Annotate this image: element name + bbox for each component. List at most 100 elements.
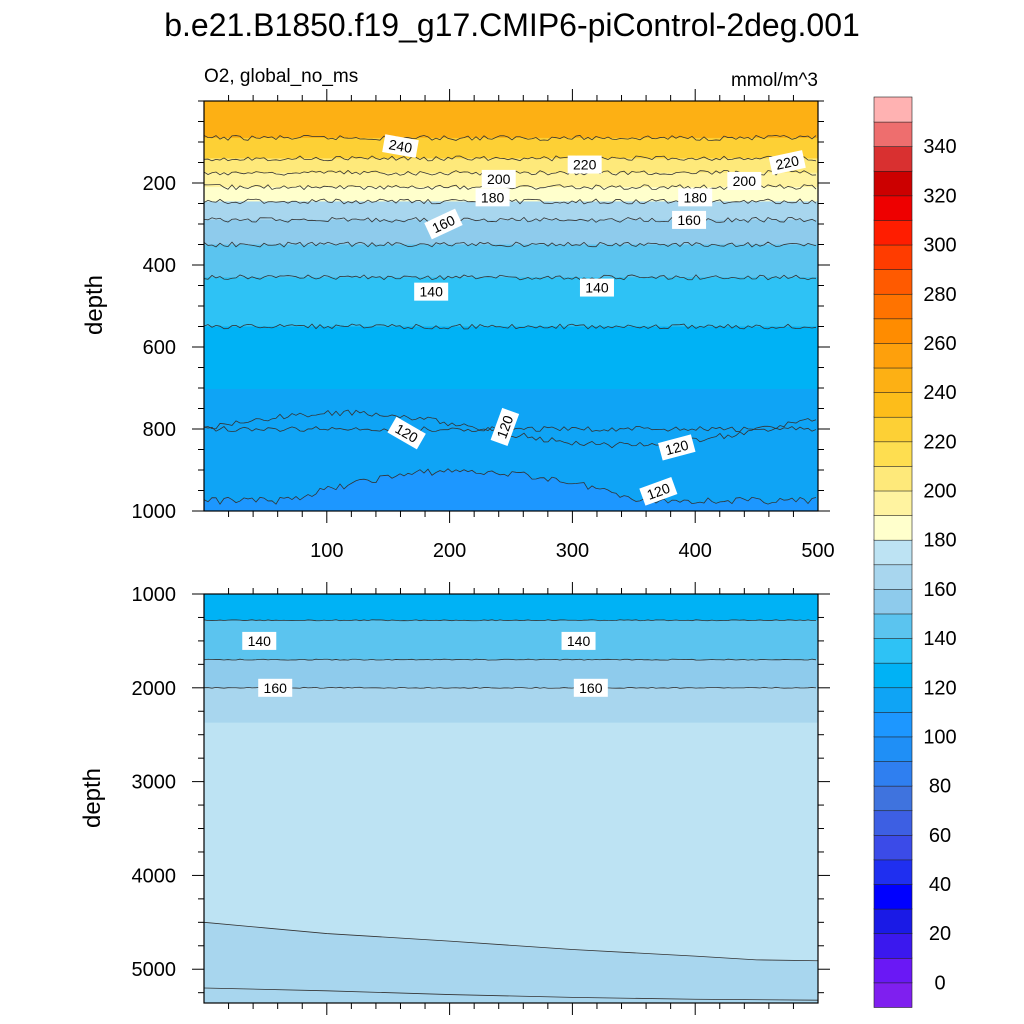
- colorbar-tick-label: 300: [923, 235, 956, 257]
- colorbar-tick-label: 340: [923, 136, 956, 158]
- colorbar-swatch: [873, 121, 913, 147]
- contour-label-text: 140: [585, 280, 609, 296]
- contour-label-text: 220: [774, 152, 800, 173]
- deep-low-o2-region: [204, 468, 818, 511]
- colorbar-swatch: [873, 686, 913, 713]
- colorbar-swatch: [873, 318, 913, 344]
- variable-subtitle: O2, global_no_ms: [204, 66, 358, 87]
- contour-label-box: [481, 169, 516, 188]
- colorbar-swatch: [873, 982, 913, 1008]
- colorbar-swatch: [873, 613, 913, 639]
- colorbar-swatch: [873, 588, 913, 615]
- y-tick-label: 3000: [132, 772, 177, 794]
- contour-label: 220: [768, 150, 806, 175]
- contour-label-text: 160: [579, 680, 603, 696]
- units-subtitle: mmol/m^3: [731, 70, 818, 91]
- contour-label: 180: [678, 188, 713, 207]
- contour-label: 140: [242, 631, 277, 650]
- contour-label-box: [567, 155, 602, 174]
- contour-label: 160: [573, 678, 608, 697]
- contour-label-box: [387, 416, 426, 450]
- colorbar-tick-label: 120: [923, 677, 956, 699]
- contour-band: [204, 277, 818, 329]
- y-tick-label: 1000: [132, 584, 177, 606]
- colorbar-tick-label: 320: [923, 185, 956, 207]
- contour-label-box: [727, 171, 762, 190]
- colorbar-swatch: [873, 539, 913, 566]
- colorbar-swatch: [873, 908, 913, 935]
- contour-label: 140: [414, 282, 449, 301]
- colorbar-swatch: [873, 145, 913, 172]
- contour-label-box: [573, 678, 608, 697]
- contour-label: 140: [561, 631, 596, 650]
- colorbar-swatch: [873, 170, 913, 197]
- contour-label-box: [658, 434, 696, 461]
- contour-label-text: 180: [481, 189, 505, 205]
- contour-label-text: 200: [733, 173, 757, 189]
- contour-label-box: [258, 678, 293, 697]
- colorbar-swatch: [873, 662, 913, 689]
- contour-line: [204, 686, 817, 689]
- colorbar: 0 20 40 60 80 100 120 140 160 180 200 220 240 260 280 3…: [873, 96, 957, 1008]
- colorbar-swatch: [873, 859, 913, 885]
- contour-label: 140: [579, 278, 614, 297]
- contour-label-text: 140: [248, 633, 272, 649]
- contour-line: [204, 619, 817, 622]
- contour-label-box: [672, 210, 707, 229]
- colorbar-swatch: [873, 293, 913, 320]
- x-tick-label: 300: [556, 540, 589, 562]
- contour-label-text: 140: [420, 284, 444, 300]
- y-tick-label: 800: [143, 419, 176, 441]
- contour-line-deep: [204, 468, 817, 505]
- lower-panel: 140 140 160 160 1000 2000 3000 4000 5000: [132, 582, 830, 1015]
- colorbar-tick-label: 180: [923, 530, 956, 552]
- contour-band: [204, 187, 818, 204]
- contour-label-box: [579, 278, 614, 297]
- contour-label-box: [414, 282, 449, 301]
- contour-label: 120: [490, 407, 520, 447]
- contour-line-bottom: [204, 987, 818, 1001]
- contour-label-box: [382, 134, 419, 158]
- y-tick-label: 1000: [132, 501, 177, 523]
- contour-label-text: 160: [677, 212, 701, 228]
- contour-line: [204, 241, 817, 248]
- colorbar-swatch: [873, 514, 913, 541]
- colorbar-tick-label: 60: [929, 825, 951, 847]
- contour-band: [204, 620, 818, 662]
- colorbar-swatch: [873, 563, 913, 590]
- contour-band: [204, 101, 818, 140]
- contour-line: [204, 135, 817, 141]
- colorbar-tick-label: 0: [934, 972, 945, 994]
- contour-label-box: [768, 150, 806, 175]
- colorbar-swatch: [873, 834, 913, 861]
- contour-label: 180: [475, 188, 510, 207]
- contour-label-text: 140: [567, 633, 591, 649]
- x-tick-label: 200: [433, 540, 466, 562]
- colorbar-swatch: [873, 195, 913, 221]
- contour-label-text: 180: [684, 189, 708, 205]
- y-tick-label: 400: [143, 255, 176, 277]
- y-tick-label: 600: [143, 337, 176, 359]
- colorbar-swatch: [873, 244, 913, 270]
- colorbar-tick-label: 280: [923, 284, 956, 306]
- x-tick-label: 500: [801, 540, 834, 562]
- colorbar-swatch: [873, 637, 913, 664]
- colorbar-tick-label: 160: [923, 579, 956, 601]
- contour-label: 160: [258, 678, 293, 697]
- colorbar-swatch: [873, 490, 913, 516]
- contour-label: 200: [727, 171, 762, 190]
- chart-title: b.e21.B1850.f19_g17.CMIP6-piControl-2deg…: [164, 7, 860, 43]
- y-tick-label: 200: [143, 173, 176, 195]
- contour-line: [204, 323, 817, 330]
- lower-frame: [203, 593, 819, 1004]
- contour-label: 200: [481, 169, 516, 188]
- contour-label-box: [561, 631, 596, 650]
- colorbar-swatch: [873, 441, 913, 467]
- colorbar-swatch: [873, 342, 913, 369]
- contour-band: [204, 244, 818, 280]
- colorbar-tick-label: 260: [923, 333, 956, 355]
- contour-line: [204, 658, 817, 661]
- y-tick-label: 4000: [132, 865, 177, 887]
